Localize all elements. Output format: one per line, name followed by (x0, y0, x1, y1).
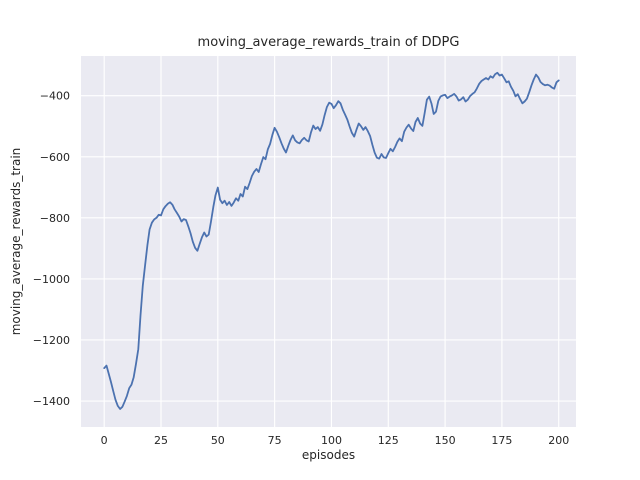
tick-label: 150 (435, 434, 456, 447)
tick-label: −800 (40, 212, 70, 225)
tick-label: 50 (211, 434, 225, 447)
tick-label: −1000 (33, 273, 70, 286)
y-axis-label: moving_average_rewards_train (9, 148, 23, 336)
y-tick-labels: −400 −600 −800 −1000 −1200 −1400 (33, 90, 70, 408)
tick-label: 75 (268, 434, 282, 447)
tick-label: −600 (40, 151, 70, 164)
x-tick-labels: 0 25 50 75 100 125 150 175 200 (101, 434, 570, 447)
tick-label: −1200 (33, 334, 70, 347)
tick-label: 200 (548, 434, 569, 447)
chart-title: moving_average_rewards_train of DDPG (198, 35, 460, 50)
line-series (103, 71, 560, 410)
tick-label: 100 (321, 434, 342, 447)
tick-label: 175 (491, 434, 512, 447)
tick-label: −400 (40, 90, 70, 103)
tick-label: 25 (154, 434, 168, 447)
gridlines (81, 56, 576, 427)
plot-area (81, 56, 576, 427)
x-axis-label: episodes (302, 448, 355, 462)
tick-label: −1400 (33, 395, 70, 408)
tick-label: 0 (101, 434, 108, 447)
tick-label: 125 (378, 434, 399, 447)
